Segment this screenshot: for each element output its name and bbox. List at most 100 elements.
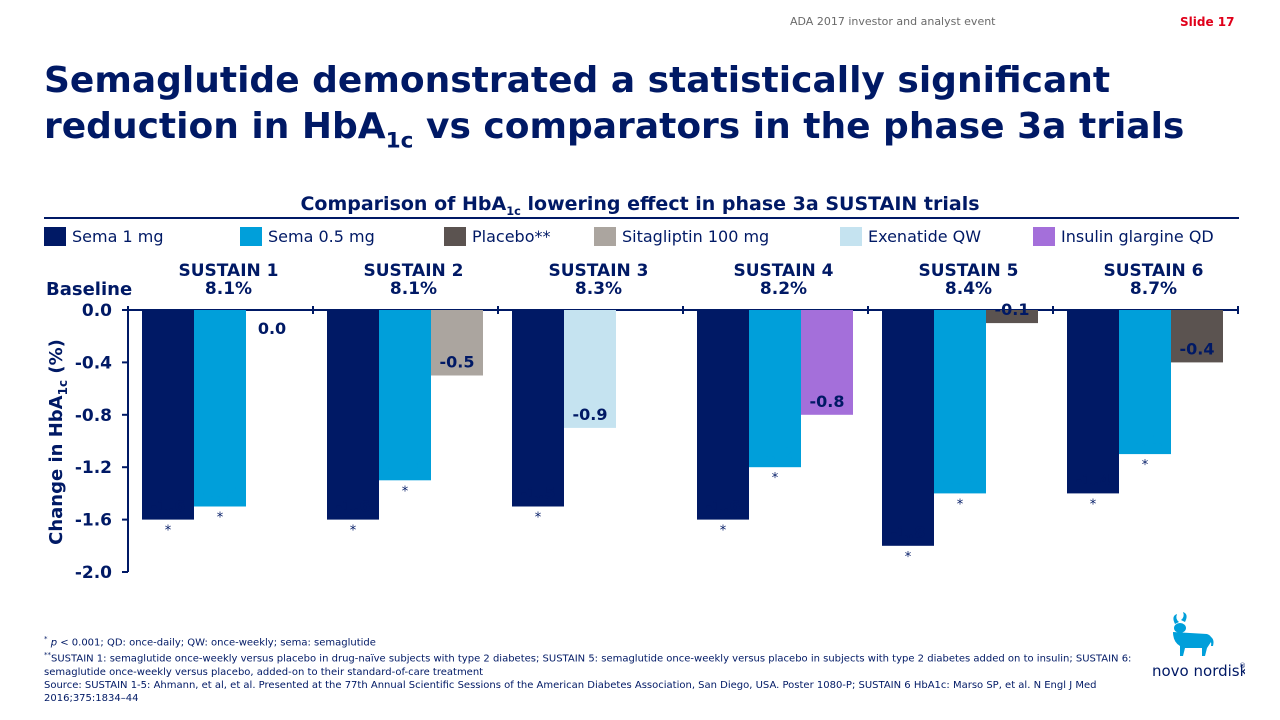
legend-swatch <box>44 226 66 246</box>
group-baseline-value: 8.3% <box>575 279 622 299</box>
group-baseline-value: 8.2% <box>760 279 807 299</box>
bar-value-label: -1.3 <box>388 457 423 476</box>
title-line2-sub: 1c <box>385 128 414 154</box>
bar <box>431 310 483 376</box>
bar-value-label: -1.6 <box>151 497 186 516</box>
slide-title: Semaglutide demonstrated a statistically… <box>44 58 1224 152</box>
significance-star: * <box>1090 497 1097 512</box>
logo-text: novo nordisk <box>1152 662 1245 680</box>
apis-bull-icon: novo nordisk ® <box>1152 612 1249 680</box>
title-line1: Semaglutide demonstrated a statistically… <box>44 60 1111 101</box>
legend-swatch <box>240 226 262 246</box>
group-baseline-value: 8.4% <box>945 279 992 299</box>
bar <box>379 310 431 481</box>
bar-value-label: -1.5 <box>521 484 556 503</box>
significance-star: * <box>1142 458 1149 473</box>
header-bar: ADA 2017 investor and analyst event Slid… <box>0 15 1280 33</box>
chart-title: Comparison of HbA1c lowering effect in p… <box>0 193 1280 219</box>
group-baseline-value: 8.1% <box>205 279 252 299</box>
bar <box>1171 310 1223 363</box>
significance-star: * <box>217 511 224 526</box>
bar-value-label: -1.8 <box>891 523 926 542</box>
legend-swatch <box>840 226 862 246</box>
y-tick-label: -1.2 <box>75 458 112 478</box>
bar-value-label: -1.5 <box>203 484 238 503</box>
footnote-trials: **SUSTAIN 1: semaglutide once-weekly ver… <box>44 651 1132 678</box>
legend-label: Placebo** <box>472 226 551 246</box>
group-label: SUSTAIN 1 <box>178 261 278 281</box>
chart-title-a: Comparison of HbA <box>300 193 507 215</box>
chart-title-b: lowering effect in phase 3a SUSTAIN tria… <box>520 193 980 215</box>
chart-title-sub: 1c <box>506 204 521 219</box>
legend-item-sitagliptin: Sitagliptin 100 mg <box>594 226 769 246</box>
footnote-pvalue: * p < 0.001; QD: once-daily; QW: once-we… <box>44 635 376 649</box>
group-label: SUSTAIN 3 <box>548 261 648 281</box>
bar-value-label: -1.4 <box>943 470 978 489</box>
legend-item-sema-1mg: Sema 1 mg <box>44 226 163 246</box>
group-label: SUSTAIN 2 <box>363 261 463 281</box>
bar <box>749 310 801 468</box>
bar-value-label: -1.2 <box>758 444 793 463</box>
y-tick-label: 0.0 <box>82 301 112 321</box>
bar <box>934 310 986 494</box>
group-baseline-value: 8.1% <box>390 279 437 299</box>
bar <box>882 310 934 546</box>
title-line2-a: reduction in HbA <box>44 106 386 147</box>
bar-value-label: -1.6 <box>336 497 371 516</box>
group-baseline-value: 8.7% <box>1130 279 1177 299</box>
significance-star: * <box>905 550 912 565</box>
title-line2-b: vs comparators in the phase 3a trials <box>413 106 1185 147</box>
logo-registered: ® <box>1239 662 1245 670</box>
bar <box>697 310 749 520</box>
title-rule <box>44 217 1239 219</box>
bar <box>801 310 853 415</box>
y-axis-label: Change in HbA1c (%) <box>46 339 70 545</box>
legend-swatch <box>594 226 616 246</box>
legend-item-sema-05mg: Sema 0.5 mg <box>240 226 375 246</box>
significance-star: * <box>957 497 964 512</box>
legend-swatch <box>1033 226 1055 246</box>
significance-star: * <box>165 524 172 539</box>
significance-star: * <box>772 471 779 486</box>
significance-star: * <box>720 524 727 539</box>
legend-swatch <box>444 226 466 246</box>
bar <box>142 310 194 520</box>
bar-value-label: -0.9 <box>573 405 608 424</box>
legend-label: Sema 0.5 mg <box>268 226 375 246</box>
bar-value-label: -0.8 <box>810 392 845 411</box>
bar <box>512 310 564 507</box>
bar <box>1119 310 1171 455</box>
legend-item-exenatide: Exenatide QW <box>840 226 981 246</box>
hba1c-bar-chart: Change in HbA1c (%)Baseline0.0-0.4-0.8-1… <box>46 261 1239 583</box>
footnotes: * p < 0.001; QD: once-daily; QW: once-we… <box>44 633 1144 705</box>
legend-label: Exenatide QW <box>868 226 982 246</box>
significance-star: * <box>402 484 409 499</box>
legend-item-insulin-glargine: Insulin glargine QD <box>1033 226 1214 246</box>
group-label: SUSTAIN 6 <box>1103 261 1203 281</box>
bar-value-label: -1.1 <box>1128 431 1163 450</box>
bar-value-label: -0.4 <box>1180 339 1215 358</box>
significance-star: * <box>350 524 357 539</box>
slide-number: Slide 17 <box>1180 15 1235 29</box>
bar <box>194 310 246 507</box>
bar-value-label: 0.0 <box>258 319 286 338</box>
bar-value-label: -1.4 <box>1076 470 1111 489</box>
event-name: ADA 2017 investor and analyst event <box>790 15 996 28</box>
legend-label: Sema 1 mg <box>72 226 164 246</box>
bar-value-label: -1.6 <box>706 497 741 516</box>
y-tick-label: -0.4 <box>75 353 112 373</box>
legend-label: Sitagliptin 100 mg <box>622 226 770 246</box>
novo-nordisk-logo: novo nordisk ® <box>1145 612 1249 682</box>
significance-star: * <box>535 511 542 526</box>
bar-value-label: -0.5 <box>440 353 475 372</box>
group-label: SUSTAIN 5 <box>918 261 1018 281</box>
bar <box>1067 310 1119 494</box>
y-tick-label: -2.0 <box>75 563 112 583</box>
bar <box>564 310 616 428</box>
footnote-source: Source: SUSTAIN 1-5: Ahmann, et al, et a… <box>44 679 1097 704</box>
legend-label: Insulin glargine QD <box>1061 226 1214 246</box>
y-tick-label: -1.6 <box>75 511 112 531</box>
bar-value-label: -0.1 <box>995 300 1030 319</box>
bar <box>327 310 379 520</box>
bar <box>986 310 1038 324</box>
